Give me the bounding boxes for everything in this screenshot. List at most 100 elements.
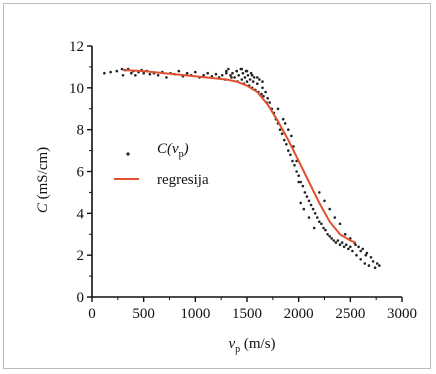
- data-point: [333, 216, 337, 219]
- data-point: [367, 264, 371, 267]
- legend: C(vp) regresija: [114, 141, 209, 188]
- data-point: [281, 117, 285, 121]
- data-point: [245, 69, 249, 73]
- data-point: [283, 122, 287, 125]
- data-point: [249, 71, 253, 75]
- data-point: [264, 90, 267, 94]
- data-point: [185, 71, 189, 75]
- data-point: [316, 216, 319, 219]
- data-point: [290, 134, 293, 138]
- data-point: [134, 74, 137, 77]
- y-axis-title: C (mS/cm): [35, 147, 51, 213]
- data-point: [320, 222, 323, 226]
- legend-points-marker: [126, 152, 130, 156]
- data-point: [109, 70, 112, 74]
- data-point: [328, 235, 332, 238]
- y-tick-label: 4: [77, 206, 85, 222]
- x-axis-title-main: v: [228, 336, 235, 352]
- data-point: [287, 149, 290, 152]
- data-point: [295, 159, 298, 163]
- chart-marks: 0 2 4 6 8 10 12 0 500 1000 1500 2000 2500 3000: [69, 39, 417, 322]
- x-tick-label: 1000: [180, 306, 210, 322]
- data-point: [280, 132, 284, 136]
- x-axis-title-unit: (m/s): [240, 336, 275, 352]
- data-point: [363, 262, 367, 265]
- data-point: [371, 260, 375, 263]
- data-point: [121, 74, 125, 77]
- data-point: [307, 216, 311, 219]
- x-tick-label: 500: [132, 306, 155, 322]
- data-point: [301, 184, 305, 188]
- data-point: [349, 245, 352, 249]
- y-tick-label: 2: [77, 248, 85, 264]
- data-point: [230, 76, 233, 79]
- data-point: [156, 74, 160, 77]
- data-point: [326, 233, 329, 236]
- data-point: [311, 207, 315, 211]
- data-point: [165, 76, 168, 79]
- data-point: [148, 72, 152, 76]
- y-tick-label: 6: [77, 165, 85, 181]
- data-point: [210, 75, 214, 78]
- data-point: [351, 249, 354, 253]
- data-point: [361, 247, 365, 251]
- y-tick-label: 8: [77, 123, 85, 139]
- data-point: [194, 70, 197, 74]
- data-point: [261, 80, 264, 83]
- data-point: [338, 243, 342, 246]
- data-point: [103, 71, 106, 75]
- data-point: [305, 195, 309, 198]
- data-point: [323, 199, 326, 203]
- data-point: [313, 212, 317, 215]
- data-point: [309, 203, 313, 207]
- data-point: [252, 76, 256, 79]
- data-point: [359, 249, 363, 253]
- data-point: [237, 74, 240, 77]
- data-point: [142, 71, 145, 75]
- data-point: [373, 266, 377, 270]
- legend-regression-label: regresija: [157, 172, 209, 188]
- data-point: [130, 71, 133, 75]
- data-point: [246, 74, 250, 77]
- data-point: [378, 264, 381, 267]
- x-tick-label: 3000: [387, 306, 417, 322]
- y-tick-label: 12: [69, 39, 84, 55]
- data-point: [268, 101, 272, 104]
- regression-line: [122, 69, 356, 244]
- data-point: [355, 253, 358, 257]
- data-point: [354, 243, 357, 246]
- legend-points-label-close: ): [183, 141, 189, 157]
- data-point: [227, 67, 230, 71]
- data-point: [229, 74, 232, 77]
- data-point: [357, 245, 360, 249]
- svg-text:C (mS/cm): C (mS/cm): [35, 147, 51, 213]
- data-point: [318, 191, 321, 194]
- data-point: [220, 74, 224, 77]
- data-point: [297, 174, 301, 177]
- data-point: [258, 78, 261, 81]
- data-point: [245, 80, 249, 83]
- data-point: [278, 128, 282, 131]
- data-point: [318, 220, 321, 223]
- data-point: [276, 107, 280, 111]
- data-point: [225, 69, 228, 73]
- data-point: [202, 74, 205, 77]
- data-point: [302, 207, 306, 211]
- data-point: [256, 82, 259, 85]
- data-point: [214, 72, 218, 76]
- data-point: [285, 143, 288, 146]
- y-tick-label: 10: [69, 81, 84, 97]
- data-point: [297, 180, 301, 184]
- x-tick-label: 1500: [232, 306, 262, 322]
- data-point: [251, 80, 255, 83]
- data-point: [262, 94, 265, 98]
- data-point: [235, 69, 238, 73]
- data-point: [369, 256, 373, 259]
- x-axis-title: vp (m/s): [228, 336, 275, 355]
- data-point: [299, 201, 303, 205]
- figure-frame: 0 2 4 6 8 10 12 0 500 1000 1500 2000 2500 3000 C (mS/…: [3, 3, 431, 369]
- data-point: [312, 226, 316, 230]
- data-point: [328, 207, 332, 211]
- legend-points-label-main: C(v: [157, 141, 179, 157]
- data-point: [359, 258, 363, 261]
